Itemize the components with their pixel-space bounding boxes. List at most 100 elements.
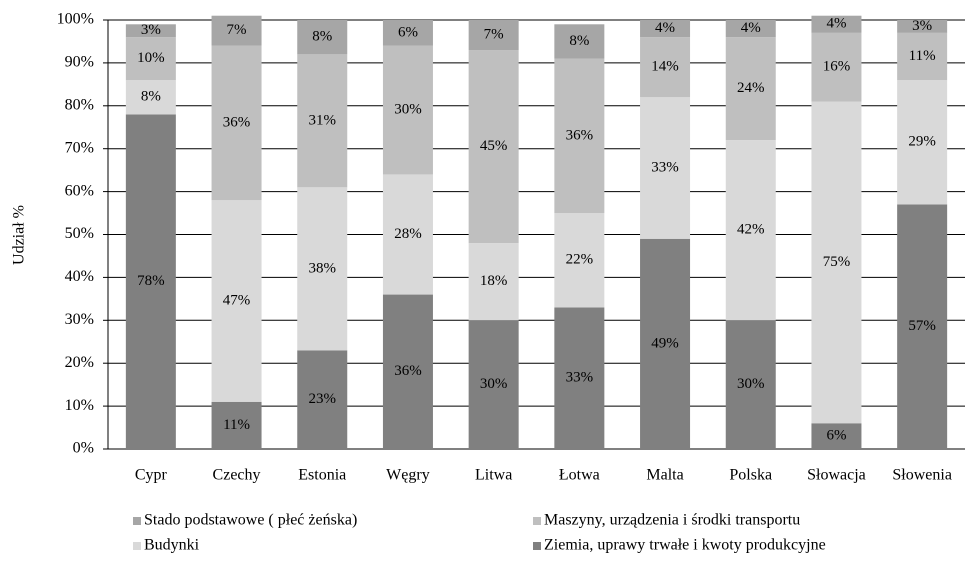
bar-segment: [297, 54, 348, 188]
value-label: 11%: [909, 48, 936, 64]
value-label: 8%: [312, 29, 332, 45]
value-label: 78%: [137, 273, 165, 289]
bar-segment: [382, 174, 433, 295]
value-label: 8%: [141, 89, 161, 105]
value-label: 38%: [309, 260, 337, 276]
bar-segment: [725, 20, 776, 38]
value-label: 29%: [908, 134, 936, 150]
bar-segment: [125, 80, 176, 115]
y-tick-label: 100%: [57, 11, 94, 28]
value-label: 6%: [398, 24, 418, 40]
x-tick-label: Malta: [646, 467, 683, 484]
bar-segment: [640, 238, 691, 449]
bar-segment: [811, 15, 862, 33]
y-tick-label: 20%: [65, 354, 94, 371]
bar-segment: [554, 213, 605, 308]
value-label: 24%: [737, 80, 765, 96]
bar-segment: [554, 24, 605, 59]
value-label: 10%: [137, 50, 165, 66]
bar-segment: [468, 50, 519, 244]
bar-segment: [297, 350, 348, 449]
value-label: 7%: [227, 22, 247, 38]
x-tick-label: Łotwa: [559, 467, 600, 484]
bar-segment: [125, 114, 176, 449]
bar-segment: [640, 20, 691, 38]
value-label: 30%: [737, 376, 765, 392]
value-label: 30%: [480, 376, 508, 392]
y-tick-label: 0%: [73, 440, 94, 457]
bar-segment: [297, 20, 348, 55]
x-tick-label: Cypr: [135, 467, 168, 484]
x-tick-label: Słowenia: [892, 467, 952, 484]
bar-segment: [554, 58, 605, 214]
bar-segment: [211, 401, 262, 449]
legend-swatch: [133, 517, 141, 525]
value-label: 33%: [566, 370, 594, 386]
legend-label: Ziemia, uprawy trwałe i kwoty produkcyjn…: [544, 537, 826, 554]
value-label: 45%: [480, 138, 508, 154]
value-label: 4%: [826, 16, 846, 32]
x-tick-label: Polska: [729, 467, 772, 484]
value-label: 6%: [826, 428, 846, 444]
value-label: 22%: [566, 252, 594, 268]
y-axis-label: Udział %: [11, 205, 28, 265]
value-label: 47%: [223, 292, 251, 308]
value-label: 3%: [141, 22, 161, 38]
value-label: 7%: [484, 26, 504, 42]
value-label: 49%: [651, 335, 679, 351]
y-tick-label: 40%: [65, 268, 94, 285]
bar-segment: [897, 20, 948, 33]
legend-swatch: [533, 517, 541, 525]
bar-segment: [468, 20, 519, 51]
bar-segment: [211, 200, 262, 402]
bar-segment: [211, 15, 262, 46]
legend-swatch: [533, 542, 541, 550]
y-tick-label: 70%: [65, 139, 94, 156]
value-label: 8%: [569, 33, 589, 49]
bar-segment: [640, 97, 691, 239]
bar-segment: [382, 294, 433, 449]
y-tick-label: 10%: [65, 397, 94, 414]
bar-segment: [640, 37, 691, 98]
y-tick-label: 60%: [65, 182, 94, 199]
x-tick-label: Słowacja: [807, 467, 866, 484]
value-label: 28%: [394, 226, 422, 242]
value-label: 23%: [309, 391, 337, 407]
bar-segment: [725, 37, 776, 141]
y-tick-label: 50%: [65, 225, 94, 242]
bar-segment: [297, 187, 348, 351]
x-tick-label: Estonia: [298, 467, 346, 484]
value-label: 31%: [309, 112, 337, 128]
bar-segment: [554, 307, 605, 449]
value-label: 42%: [737, 222, 765, 238]
y-tick-label: 80%: [65, 96, 94, 113]
bar-segment: [897, 204, 948, 449]
value-label: 4%: [655, 20, 675, 36]
bar-segment: [897, 80, 948, 205]
bar-segment: [897, 32, 948, 81]
bar-segment: [468, 320, 519, 449]
x-tick-label: Litwa: [475, 467, 512, 484]
bar-segment: [382, 45, 433, 175]
x-tick-label: Czechy: [213, 467, 261, 484]
bar-segment: [725, 140, 776, 321]
y-tick-label: 30%: [65, 311, 94, 328]
bar-segment: [811, 101, 862, 424]
legend-label: Maszyny, urządzenia i środki transportu: [544, 512, 800, 529]
value-label: 36%: [394, 363, 422, 379]
value-label: 33%: [651, 159, 679, 175]
value-label: 36%: [223, 114, 251, 130]
value-label: 18%: [480, 273, 508, 289]
value-label: 3%: [912, 18, 932, 34]
y-tick-label: 90%: [65, 54, 94, 71]
value-label: 36%: [566, 127, 594, 143]
value-label: 30%: [394, 102, 422, 118]
bar-segment: [211, 45, 262, 201]
legend-label: Stado podstawowe ( płeć żeńska): [144, 512, 357, 529]
value-label: 16%: [823, 59, 851, 75]
value-label: 75%: [823, 254, 851, 270]
bar-segment: [382, 20, 433, 46]
x-tick-label: Węgry: [386, 467, 430, 484]
legend-label: Budynki: [144, 537, 200, 554]
